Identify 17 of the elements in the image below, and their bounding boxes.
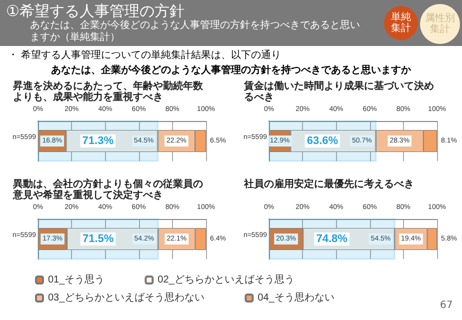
legend-label: 04_そう思わない	[258, 292, 334, 304]
legend-label: 01_そう思う	[48, 274, 105, 286]
chart-title: 昇進を決めるにあたって、年齢や勤続年数よりも、成果や能力を重視すべき	[12, 80, 204, 103]
text: あなたは、企業が今後どのような人事管理の方針を持つべきであると思いますか（単純集計）	[30, 20, 360, 44]
chart-title: 社員の雇用安定に最優先に考えるべき	[243, 178, 414, 190]
text: ①希望する人事管理の方針	[6, 2, 184, 20]
text: あなたは、企業が今後どのような人事管理の方針を持つべきであると思いますか	[50, 63, 412, 77]
chart-title: 賃金は働いた時間より成果に基づいて決めるべき	[243, 80, 434, 103]
band-label: 74.8%	[316, 233, 348, 245]
text: ・ 希望する人事管理についての単純集計結果は、以下の通り	[8, 48, 282, 62]
legend-label: 02_どちらかといえばそう思う	[158, 274, 294, 286]
text: 67	[440, 300, 453, 311]
band-label: 71.5%	[82, 233, 114, 245]
band-label: 71.3%	[82, 135, 114, 147]
band-label: 63.6%	[306, 135, 338, 147]
chart-title: 異動は、会社の方針よりも個々の従業員の意見や希望を重視して決定すべき	[12, 178, 203, 201]
legend-label: 03_どちらかといえばそう思わない	[48, 292, 205, 304]
